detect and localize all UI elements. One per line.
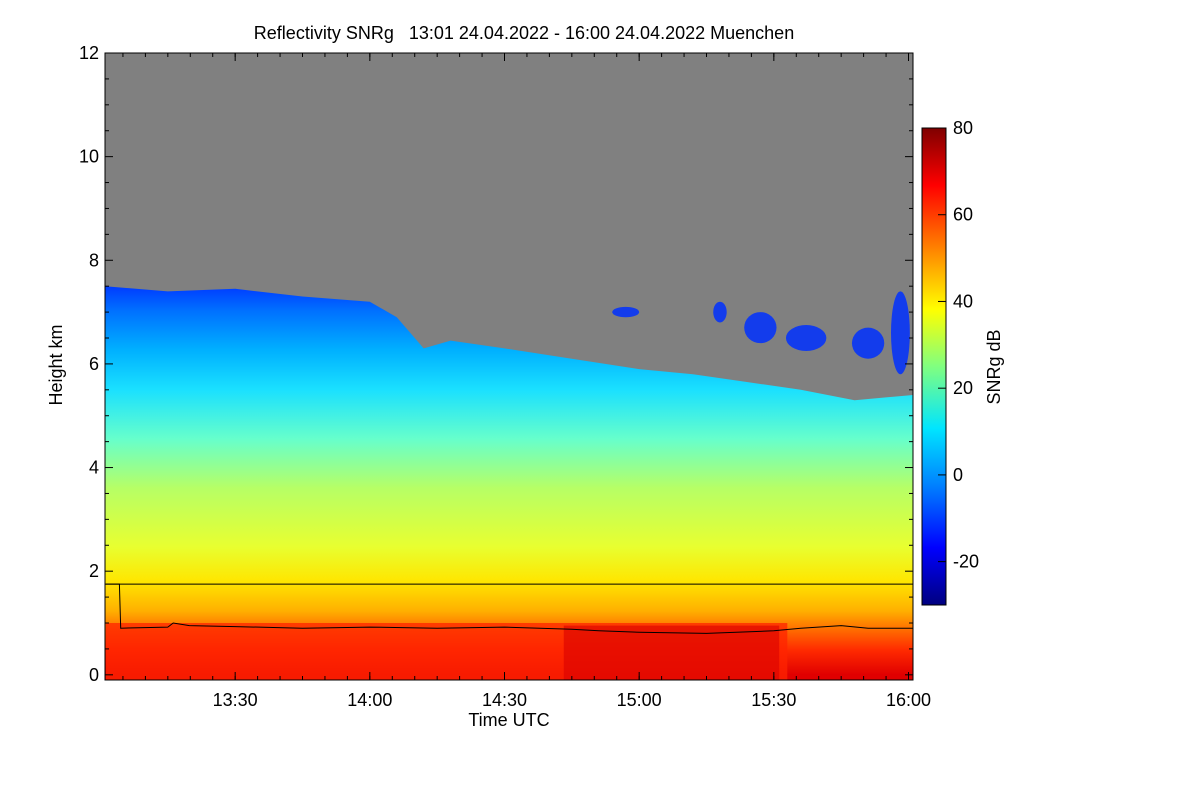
chart-title: Reflectivity SNRg 13:01 24.04.2022 - 16:… bbox=[254, 23, 794, 43]
y-tick-label: 8 bbox=[89, 250, 99, 270]
colorbar-tick-label: 60 bbox=[953, 205, 973, 225]
echo-blob bbox=[851, 327, 885, 359]
plot-area bbox=[105, 53, 913, 680]
y-tick-label: 12 bbox=[79, 43, 99, 63]
x-axis: 13:30 14:00 14:30 15:00 15:30 16:00 bbox=[122, 53, 931, 710]
x-axis-label: Time UTC bbox=[468, 710, 549, 730]
y-tick-label: 10 bbox=[79, 147, 99, 167]
echo-blob bbox=[744, 312, 777, 344]
x-tick-label: 15:00 bbox=[617, 690, 662, 710]
x-tick-label: 14:00 bbox=[347, 690, 392, 710]
colorbar-ticks: -20 0 20 40 60 80 bbox=[938, 118, 979, 572]
echo-blob bbox=[890, 291, 910, 375]
boundary-layer-line bbox=[105, 583, 913, 634]
scattered-echoes bbox=[612, 291, 910, 375]
y-tick-label: 6 bbox=[89, 354, 99, 374]
colorbar-tick-label: 0 bbox=[953, 465, 963, 485]
x-tick-label: 15:30 bbox=[751, 690, 796, 710]
colorbar-tick-label: 20 bbox=[953, 378, 973, 398]
high-snr-band bbox=[563, 625, 780, 680]
plot-frame bbox=[104, 52, 914, 681]
echo-blob bbox=[612, 306, 640, 318]
y-axis: 0 2 4 6 8 10 12 bbox=[79, 43, 913, 685]
y-tick-label: 2 bbox=[89, 561, 99, 581]
colorbar-tick-label: -20 bbox=[953, 552, 979, 572]
x-tick-label: 16:00 bbox=[886, 690, 931, 710]
y-tick-label: 0 bbox=[89, 665, 99, 685]
x-tick-label: 14:30 bbox=[482, 690, 527, 710]
y-axis-label: Height km bbox=[46, 324, 66, 405]
echo-blob bbox=[713, 301, 727, 323]
colorbar-tick-label: 40 bbox=[953, 291, 973, 311]
colorbar bbox=[921, 127, 947, 606]
y-tick-label: 4 bbox=[89, 458, 99, 478]
x-tick-label: 13:30 bbox=[213, 690, 258, 710]
colorbar-label: SNRg dB bbox=[984, 329, 1004, 404]
reflectivity-field bbox=[105, 286, 913, 680]
colorbar-tick-label: 80 bbox=[953, 118, 973, 138]
echo-blob bbox=[785, 325, 827, 351]
